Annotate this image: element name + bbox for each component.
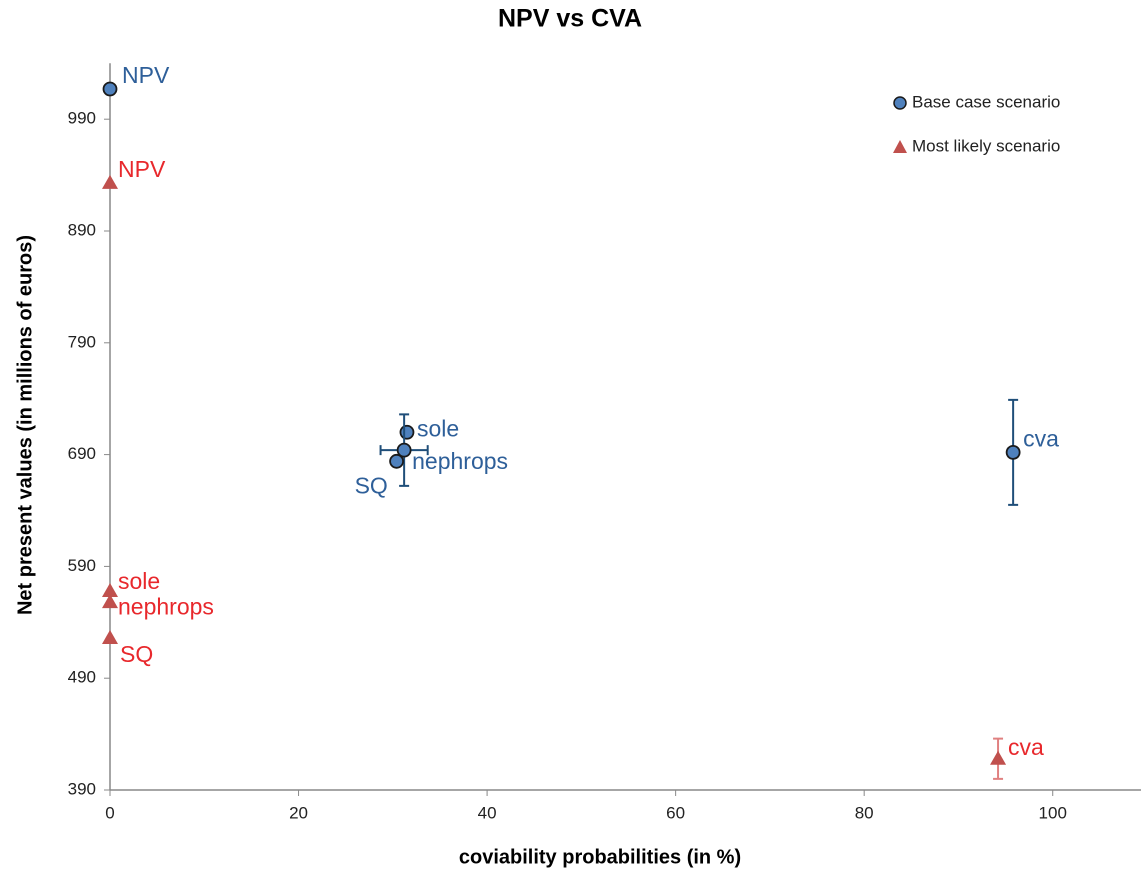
x-tick-label: 0: [105, 803, 114, 822]
point-label: sole: [118, 568, 160, 594]
marker: [102, 174, 118, 189]
y-tick-label: 790: [68, 332, 96, 351]
point-label: SQ: [120, 641, 153, 667]
chart-title: NPV vs CVA: [498, 5, 642, 33]
marker: [102, 81, 118, 97]
legend-marker: [893, 96, 907, 110]
y-tick-label: 390: [68, 779, 96, 798]
legend-label: Most likely scenario: [912, 136, 1060, 155]
marker: [102, 594, 118, 609]
point-label: SQ: [355, 472, 388, 498]
x-tick-label: 20: [289, 803, 308, 822]
marker: [399, 424, 415, 440]
y-tick-label: 690: [68, 444, 96, 463]
y-tick-label: 590: [68, 556, 96, 575]
marker: [1005, 444, 1021, 460]
marker: [396, 442, 412, 458]
legend-marker: [893, 140, 907, 153]
point-label: cva: [1008, 734, 1044, 760]
point-label: NPV: [118, 156, 166, 182]
point-label: nephrops: [412, 448, 508, 474]
point-label: nephrops: [118, 593, 214, 619]
y-tick-label: 490: [68, 668, 96, 687]
x-tick-label: 40: [478, 803, 497, 822]
x-tick-label: 60: [666, 803, 685, 822]
marker: [102, 582, 118, 597]
legend-label: Base case scenario: [912, 92, 1060, 111]
x-tick-label: 100: [1039, 803, 1067, 822]
marker: [389, 453, 404, 469]
x-axis-label: coviability probabilities (in %): [459, 846, 741, 868]
point-label: cva: [1023, 425, 1059, 451]
point-label: NPV: [122, 62, 170, 88]
point-label: sole: [417, 415, 459, 441]
marker: [990, 750, 1007, 765]
x-tick-label: 80: [855, 803, 874, 822]
y-tick-label: 890: [68, 220, 96, 239]
y-tick-label: 990: [68, 109, 96, 128]
marker: [102, 629, 118, 644]
y-axis-label: Net present values (in millions of euros…: [14, 235, 36, 615]
